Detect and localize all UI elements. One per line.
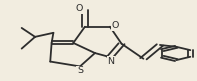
- Text: S: S: [77, 66, 83, 75]
- Text: O: O: [111, 21, 119, 30]
- Text: N: N: [107, 57, 114, 66]
- Text: O: O: [75, 4, 83, 13]
